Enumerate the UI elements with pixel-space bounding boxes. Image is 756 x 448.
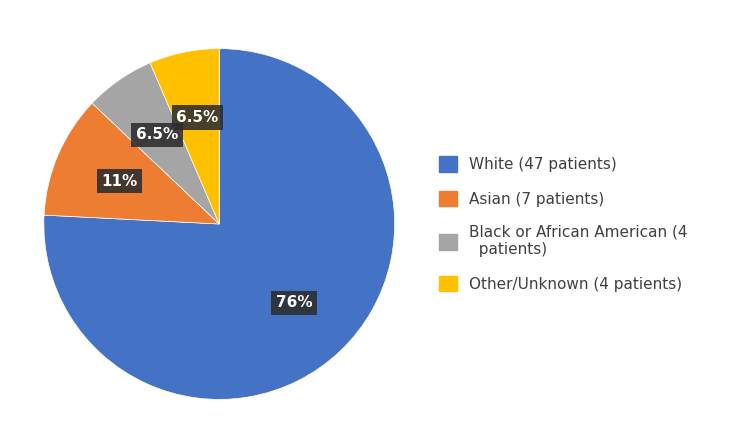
Wedge shape [44, 103, 219, 224]
Wedge shape [92, 63, 219, 224]
Legend: White (47 patients), Asian (7 patients), Black or African American (4
  patients: White (47 patients), Asian (7 patients),… [431, 149, 696, 299]
Text: 6.5%: 6.5% [136, 127, 178, 142]
Text: 76%: 76% [276, 295, 312, 310]
Wedge shape [44, 48, 395, 399]
Text: 6.5%: 6.5% [176, 110, 218, 125]
Text: 11%: 11% [101, 174, 138, 189]
Wedge shape [150, 48, 219, 224]
